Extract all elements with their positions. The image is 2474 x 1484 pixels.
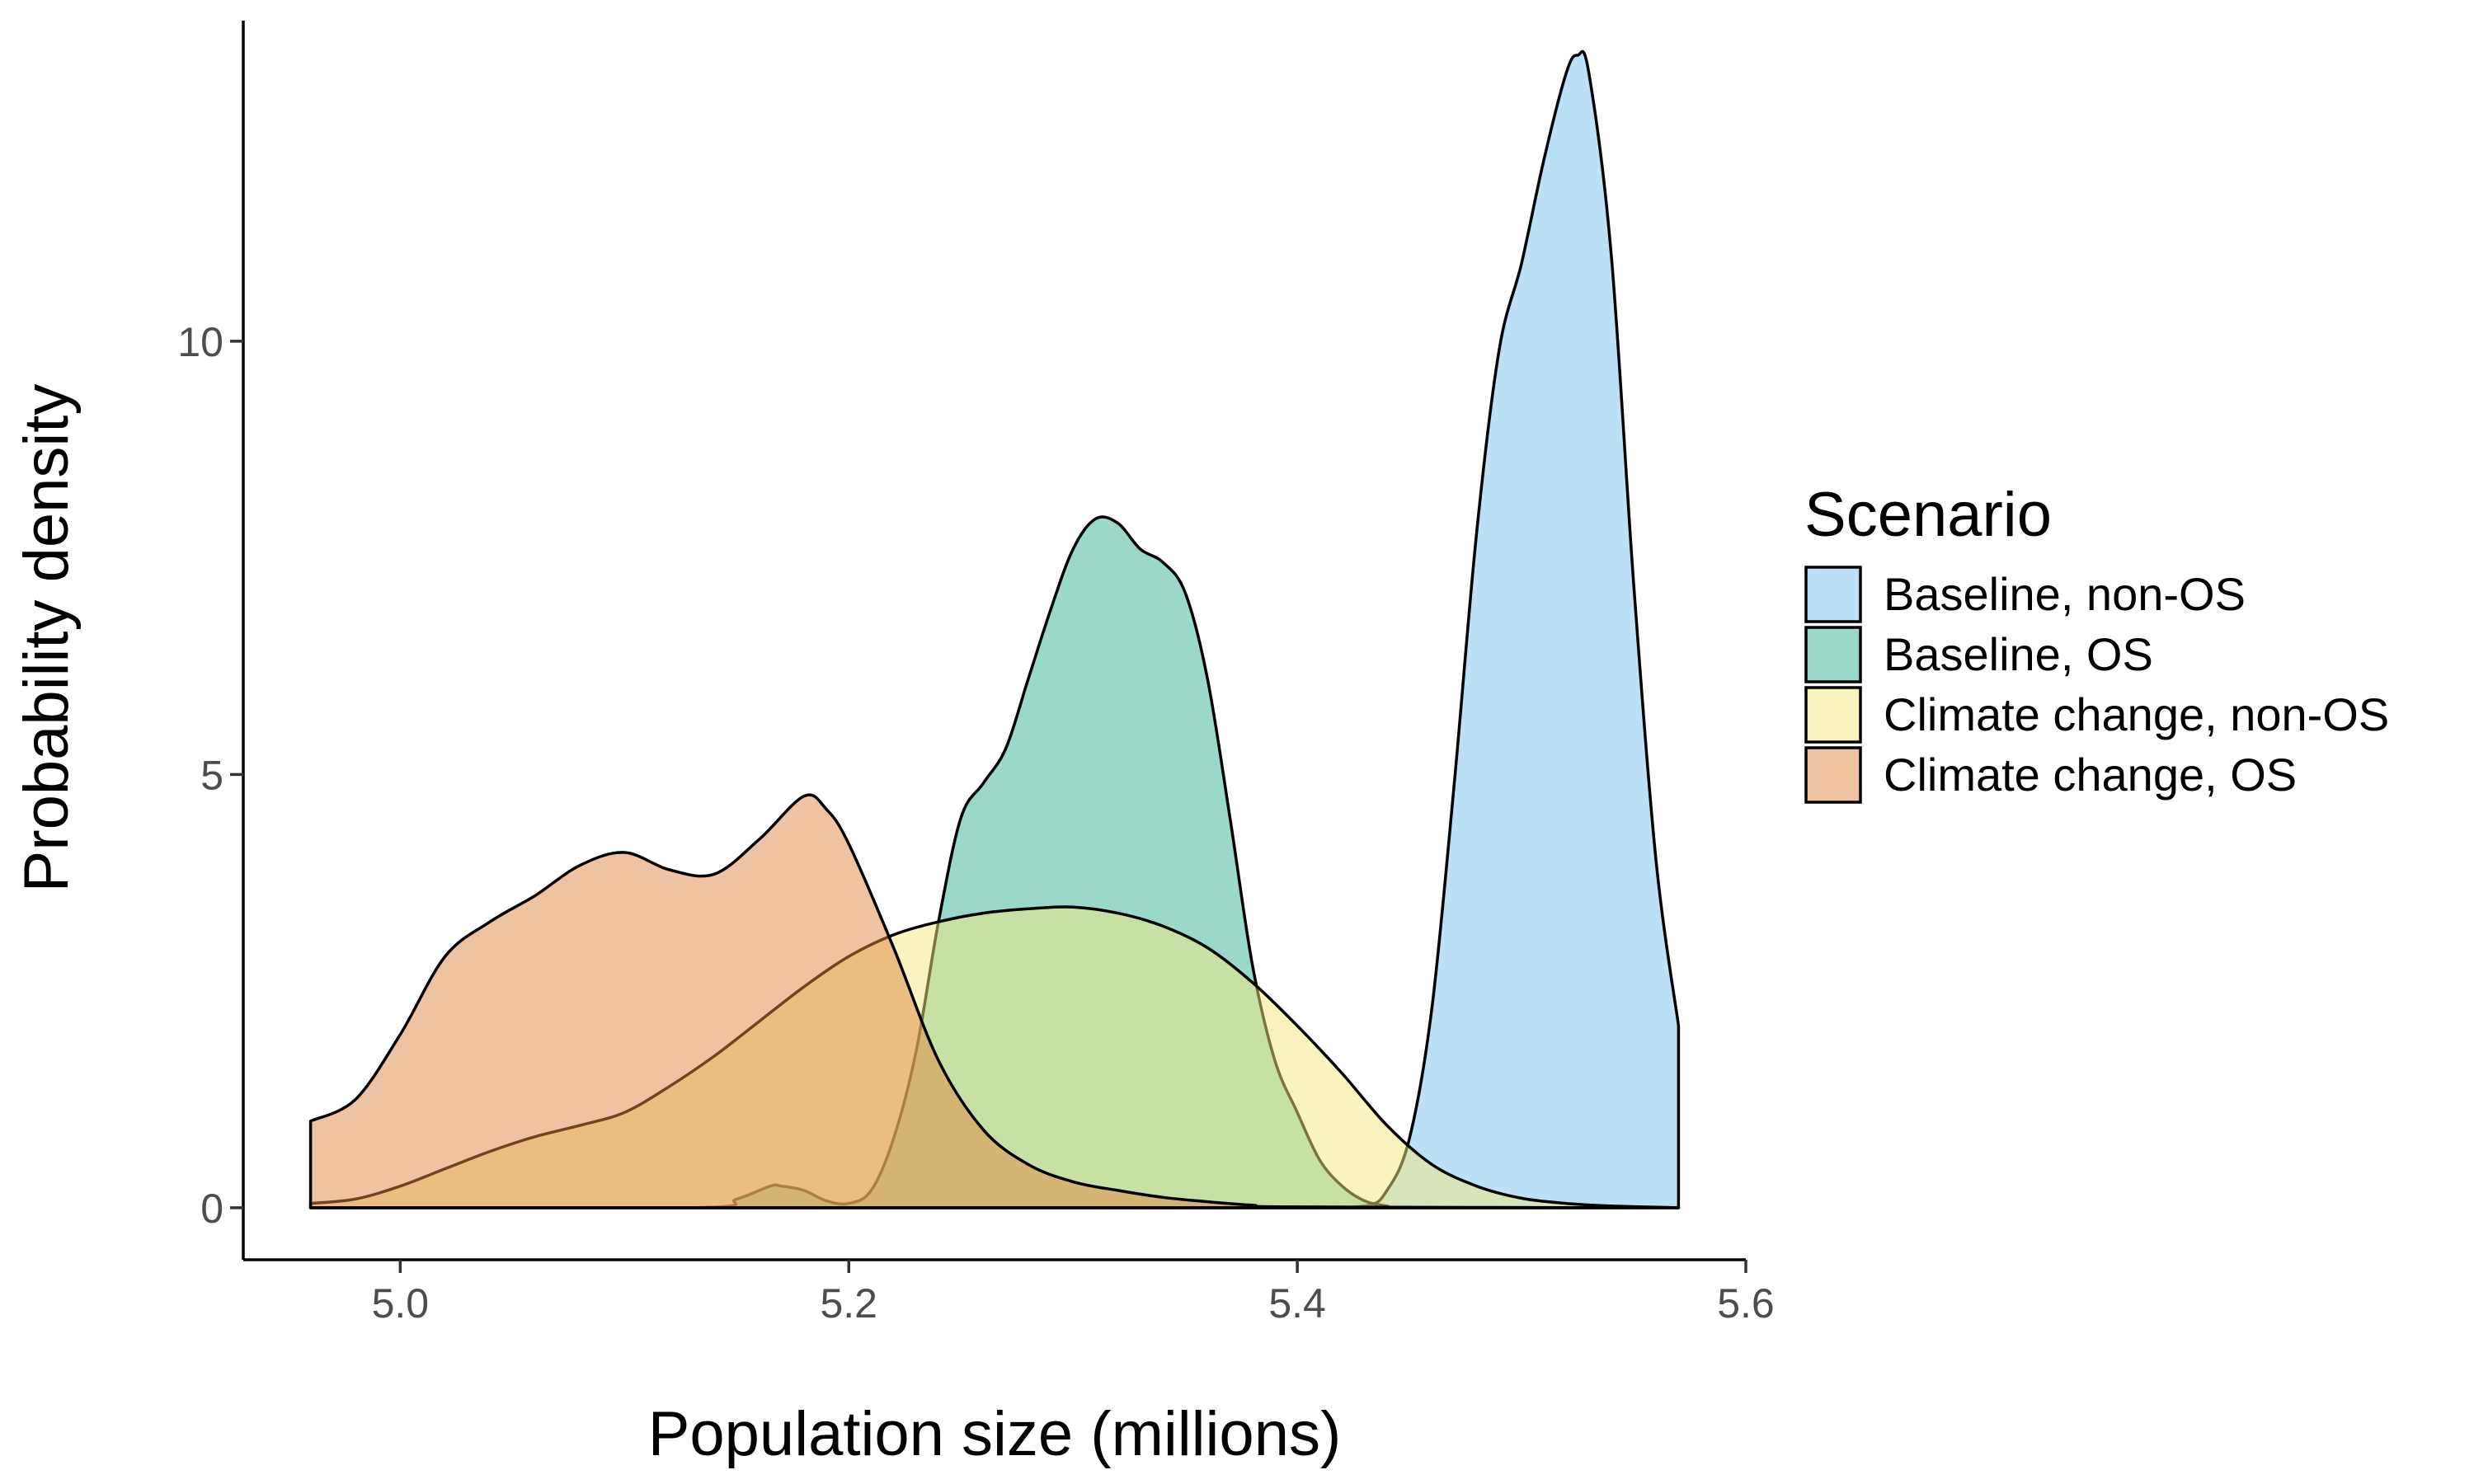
legend: Scenario Baseline, non-OS Baseline, OS Cli… [1804,480,2389,804]
legend-key-label: Climate change, non-OS [1884,688,2389,740]
density-area-4 [308,793,1681,1209]
legend-key-swatch [1804,686,1862,744]
y-axis-ticks: 0 5 10 [177,319,243,1232]
legend-key-swatch [1804,626,1862,683]
axes [242,21,1746,1261]
x-tick-label: 5.2 [820,1280,877,1327]
x-axis-ticks: 5.0 5.2 5.4 5.6 [372,1260,1775,1327]
y-axis-title: Probability density [12,384,82,893]
y-tick-label: 5 [200,752,223,798]
density-areas [308,49,1681,1209]
x-tick-label: 5.6 [1717,1280,1775,1327]
legend-key-swatch [1804,746,1862,804]
legend-key-label: Baseline, OS [1884,628,2153,680]
x-tick-label: 5.0 [372,1280,430,1327]
y-tick-label: 10 [177,319,223,365]
y-tick-label: 0 [200,1186,223,1232]
legend-key-swatch [1804,566,1862,623]
x-tick-label: 5.4 [1268,1280,1326,1327]
legend-title: Scenario [1804,480,2052,550]
x-axis-title: Population size (millions) [648,1399,1342,1469]
legend-key-label: Baseline, non-OS [1884,568,2246,620]
legend-key-label: Climate change, OS [1884,749,2297,801]
